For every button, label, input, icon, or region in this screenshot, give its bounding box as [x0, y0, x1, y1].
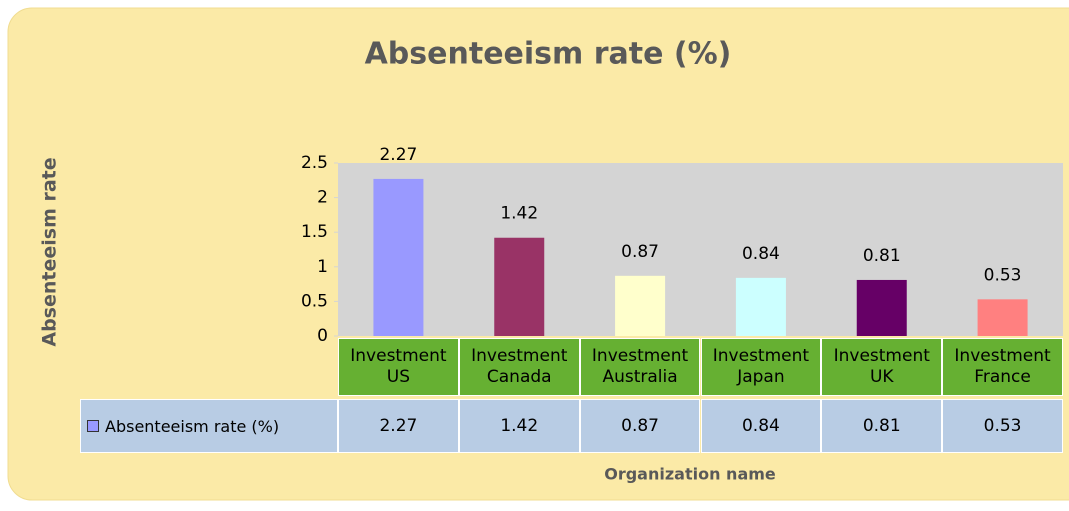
y-tick-label: 1 — [317, 257, 328, 277]
data-label: 0.87 — [621, 242, 659, 262]
data-label: 0.81 — [863, 246, 901, 266]
x-axis-label: Organization name — [604, 465, 776, 484]
y-tick-label: 0.5 — [301, 291, 328, 311]
category-cell: Investment France — [942, 338, 1063, 396]
bar — [856, 279, 907, 336]
table-value-cell: 2.27 — [338, 399, 459, 453]
y-tick-label: 2.5 — [301, 153, 328, 173]
category-cell: Investment Canada — [458, 338, 580, 396]
category-cell: Investment Japan — [700, 338, 822, 396]
legend-label: Absenteeism rate (%) — [105, 416, 280, 436]
category-cell: Investment Australia — [579, 338, 701, 396]
bar — [615, 275, 666, 336]
table-value-cell: 1.42 — [458, 399, 580, 453]
y-axis-label: Absenteeism rate — [39, 157, 61, 346]
data-label: 1.42 — [500, 204, 538, 224]
table-value-cell: 0.81 — [821, 399, 943, 453]
legend-swatch — [87, 420, 99, 432]
data-label: 2.27 — [379, 145, 417, 165]
plot-area — [338, 163, 1063, 336]
bar — [373, 178, 424, 336]
data-label: 0.84 — [742, 244, 780, 264]
y-tick-label: 1.5 — [301, 222, 328, 242]
category-cell: Investment US — [338, 338, 459, 396]
category-cell: Investment UK — [821, 338, 943, 396]
bar — [977, 299, 1028, 336]
table-value-cell: 0.87 — [579, 399, 701, 453]
y-tick-label: 2 — [317, 188, 328, 208]
bar — [735, 277, 786, 336]
chart-title: Absenteeism rate (%) — [365, 37, 732, 72]
legend-cell: Absenteeism rate (%) — [80, 399, 338, 453]
table-value-cell: 0.53 — [942, 399, 1063, 453]
data-label: 0.53 — [984, 265, 1022, 285]
y-tick-label: 0 — [317, 326, 328, 346]
table-value-cell: 0.84 — [700, 399, 822, 453]
bar — [494, 237, 545, 336]
